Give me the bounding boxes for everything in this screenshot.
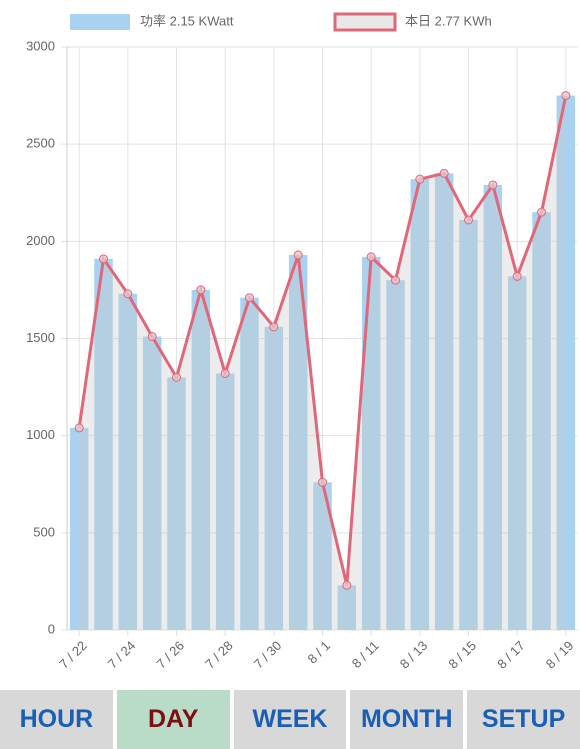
bar	[94, 258, 113, 630]
bar	[240, 297, 259, 630]
y-tick-label: 2500	[26, 136, 55, 151]
line-point	[415, 174, 425, 184]
line-point	[488, 180, 498, 190]
y-tick-label: 1500	[26, 330, 55, 345]
bar	[313, 482, 332, 630]
x-tick-label: 8 / 17	[494, 638, 528, 672]
bar	[337, 585, 357, 630]
bar	[288, 254, 308, 631]
tab-button[interactable]: HOUR	[0, 690, 113, 749]
chart: 0 500 1000 1500 2000 2500 3000 7 / 22 7 / 24 7 / …	[26, 12, 578, 672]
x-tick-label: 7 / 28	[202, 638, 236, 672]
bar	[483, 184, 503, 630]
line-point	[269, 322, 279, 332]
y-tick-label: 1000	[26, 427, 55, 442]
line-point	[464, 215, 473, 225]
line-point	[196, 285, 206, 295]
legend-label: 本日 2.77 KWh	[405, 13, 492, 28]
line-point	[245, 293, 254, 303]
y-tick-label: 500	[33, 524, 55, 539]
bar	[459, 219, 478, 630]
legend-swatch	[70, 14, 130, 30]
x-tick-label: 8 / 1	[305, 638, 333, 666]
y-tick-label: 3000	[26, 38, 55, 53]
line-point	[172, 372, 181, 382]
line-point	[512, 271, 522, 281]
y-tick-label: 0	[48, 621, 55, 636]
line-point	[342, 580, 352, 590]
bar	[142, 336, 162, 630]
x-tick-label: 7 / 24	[105, 638, 139, 672]
bar	[434, 173, 454, 631]
line-point	[561, 91, 571, 101]
line-point	[99, 254, 108, 264]
y-tick-label: 2000	[26, 233, 55, 248]
bar	[215, 373, 235, 630]
bar	[386, 280, 405, 630]
line-point	[366, 252, 376, 262]
bar	[507, 276, 527, 630]
bar	[410, 179, 430, 630]
tab-button[interactable]: MONTH	[350, 690, 464, 749]
line-point	[220, 368, 230, 378]
x-tick-label: 8 / 11	[349, 638, 382, 671]
line-point	[74, 423, 84, 433]
bar	[191, 289, 211, 630]
line-point	[293, 250, 303, 260]
bar	[532, 212, 551, 630]
tab-button[interactable]: DAY	[116, 690, 230, 749]
bar	[167, 377, 186, 630]
bar	[118, 293, 138, 630]
x-tick-label: 7 / 22	[56, 638, 90, 672]
legend-label: 功率 2.15 KWatt	[140, 13, 234, 28]
tab-button[interactable]: WEEK	[233, 690, 347, 749]
bar	[264, 326, 284, 630]
line-area	[79, 95, 566, 631]
legend-swatch	[333, 12, 397, 32]
bar	[361, 256, 381, 630]
x-tick-label: 8 / 19	[543, 638, 577, 672]
line-point	[147, 332, 157, 342]
line-point	[123, 289, 133, 299]
tab-button[interactable]: SETUP	[467, 690, 580, 749]
line-point	[439, 168, 449, 178]
line-point	[537, 207, 546, 217]
line-point	[318, 477, 327, 487]
x-tick-label: 7 / 30	[251, 638, 285, 672]
x-tick-label: 8 / 15	[445, 638, 479, 672]
line-point	[391, 275, 400, 285]
x-tick-label: 8 / 13	[397, 638, 431, 672]
bar	[69, 427, 89, 630]
x-tick-label: 7 / 26	[153, 638, 187, 672]
tab-bar: HOUR DAY WEEK MONTH SETUP	[0, 690, 580, 749]
bar	[556, 95, 576, 631]
